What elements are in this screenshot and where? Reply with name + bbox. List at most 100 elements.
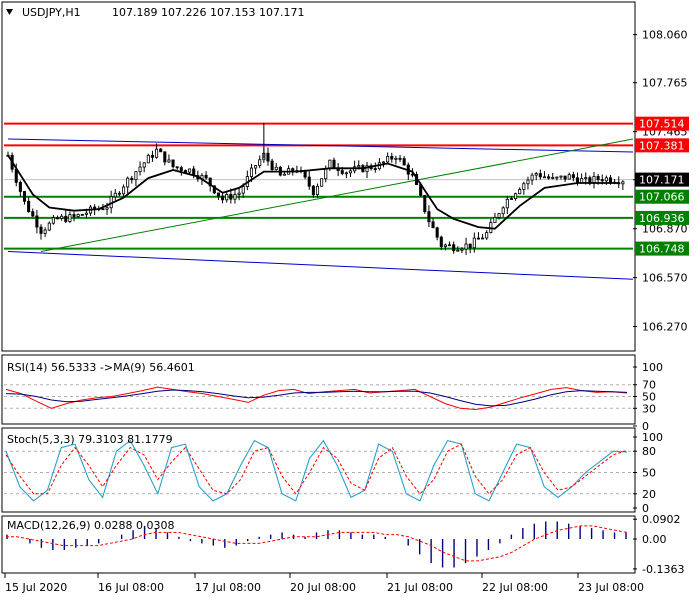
macd-header: MACD(12,26,9) 0.0288 0.0308 [7,519,175,532]
candle [534,173,538,176]
moving-average-line [7,154,619,230]
candle [163,151,167,163]
price-panel [1,1,636,352]
candle [179,167,183,171]
current-price-tag [635,172,689,187]
candle [126,177,130,188]
candle [113,192,117,198]
candle [460,248,464,251]
dropdown-arrow-icon[interactable] [6,9,13,15]
macd-panel [1,515,636,574]
candle [621,181,625,185]
candle [51,217,55,224]
candle [386,156,390,163]
candle [249,167,254,178]
candle [493,217,497,223]
candle [588,177,592,184]
candle [47,222,51,231]
candle [183,170,187,173]
y-tick-label: -0.1363 [642,563,684,576]
candle [332,159,336,169]
candle [22,191,27,202]
trend-line-uptrend [40,138,634,253]
trend-line-channel-bottom [7,251,634,280]
candle [101,208,105,211]
candle [448,244,452,247]
candle [398,157,402,160]
x-tick-label: 21 Jul 08:00 [387,581,453,594]
candle [237,192,241,195]
candle [563,175,567,180]
candle [456,249,460,252]
candle [18,181,22,192]
candle [55,217,60,220]
ohlc-readout: 107.189 107.226 107.153 107.171 [112,6,304,19]
candle [596,176,600,181]
candle [254,165,258,169]
candle [497,213,501,218]
candle [559,175,563,178]
candle [344,172,348,175]
candle [208,177,212,187]
candle [427,211,431,223]
rsi-panel [1,354,636,425]
y-tick-label: 108.060 [642,29,688,42]
candle [155,148,159,158]
y-tick-label: 0 [642,420,649,433]
y-tick-label: 106.870 [642,223,688,236]
candle [27,200,31,213]
candle [35,215,39,228]
candle [167,159,171,163]
y-tick-label: 30 [642,402,656,415]
candle [365,165,369,173]
candle [348,170,353,174]
candle [547,176,551,179]
level-tag-label: 107.066 [639,191,685,204]
level-tag-label: 107.381 [639,139,685,152]
candle [464,243,468,250]
candle [142,162,146,168]
candle [357,165,361,168]
y-tick-label: 0.00 [642,533,667,546]
candle [509,198,513,201]
y-tick-label: 50 [642,391,656,404]
y-tick-label: 70 [642,379,656,392]
symbol-label: USDJPY,H1 [22,6,81,19]
candle [485,232,489,239]
x-tick-label: 17 Jul 08:00 [195,581,261,594]
candle [72,214,76,217]
candle [225,193,229,201]
candle [324,168,328,180]
candle [68,214,72,222]
candle [439,236,443,247]
candle [150,154,154,158]
candle [584,177,588,179]
x-tick-label: 15 Jul 2020 [5,581,67,594]
candle [233,194,237,200]
candle [266,152,270,162]
candle [340,170,344,174]
resistance-level-tag [635,138,689,153]
stoch-main-line [5,439,628,502]
candle [64,215,68,222]
candle [514,193,518,200]
candle [146,154,150,164]
candle [518,189,522,195]
candle [476,237,480,240]
candle [328,159,332,169]
candle [571,174,575,179]
rsi-ma-line [5,389,628,407]
candle [394,157,398,160]
candle [381,161,386,164]
y-tick-label: 0 [642,502,649,515]
candle [171,159,175,168]
candle [175,166,179,169]
candle [307,176,311,187]
x-tick-label: 20 Jul 08:00 [290,581,356,594]
candle [373,168,377,170]
candle [204,174,208,179]
candle [76,213,80,217]
candle [130,177,134,181]
resistance-level-tag [635,116,689,131]
stoch-panel [1,427,636,513]
